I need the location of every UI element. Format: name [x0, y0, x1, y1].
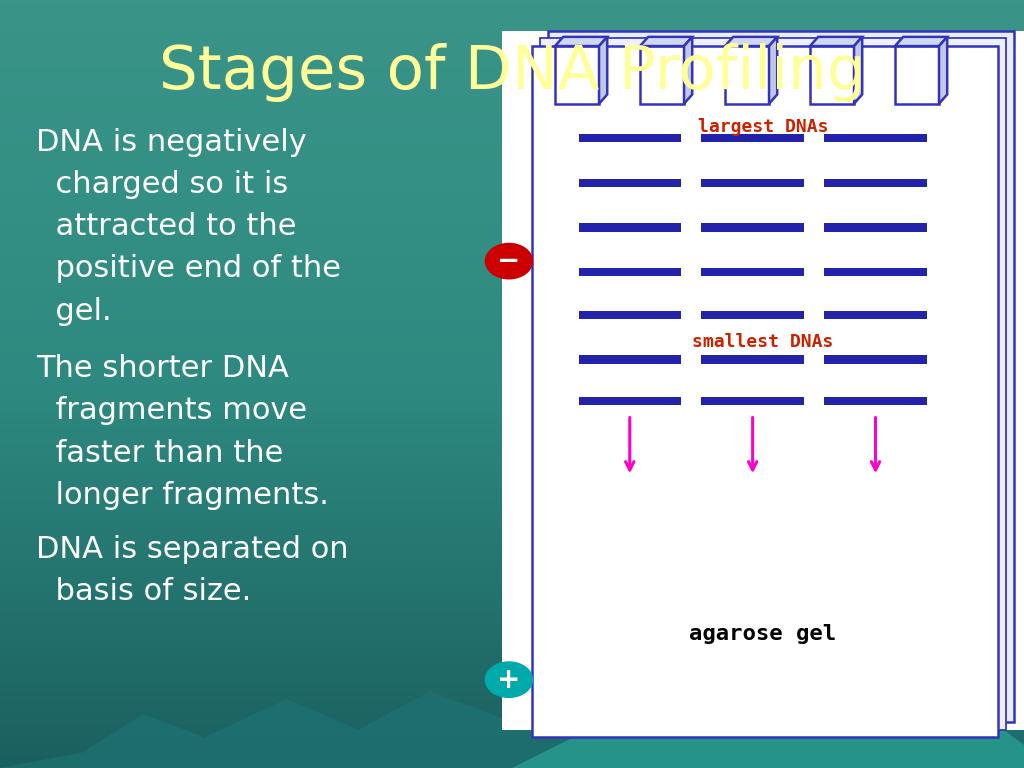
Bar [701, 134, 804, 143]
Bar [701, 397, 804, 406]
Text: Stages of DNA Profiling: Stages of DNA Profiling [159, 44, 865, 102]
Text: charged so it is: charged so it is [36, 170, 288, 199]
Text: gel.: gel. [36, 296, 112, 326]
Bar [701, 223, 804, 232]
Polygon shape [555, 37, 607, 46]
Polygon shape [810, 37, 862, 46]
Bar [579, 223, 681, 232]
Bar [502, 31, 1024, 730]
Bar [725, 46, 769, 104]
Text: fragments move: fragments move [36, 396, 307, 425]
Bar [701, 310, 804, 319]
Circle shape [485, 662, 532, 697]
Polygon shape [854, 37, 862, 104]
Bar [824, 310, 927, 319]
Bar [824, 223, 927, 232]
Bar [548, 31, 1014, 722]
Text: basis of size.: basis of size. [36, 577, 251, 606]
Text: DNA is separated on: DNA is separated on [36, 535, 348, 564]
Text: agarose gel: agarose gel [689, 624, 837, 644]
Bar [810, 46, 854, 104]
Bar [824, 134, 927, 143]
Bar [701, 178, 804, 187]
Bar [579, 134, 681, 143]
Polygon shape [684, 37, 692, 104]
Bar [555, 46, 599, 104]
Bar [701, 355, 804, 363]
Text: longer fragments.: longer fragments. [36, 481, 329, 510]
Polygon shape [725, 37, 777, 46]
Bar [579, 397, 681, 406]
Polygon shape [599, 37, 607, 104]
Polygon shape [769, 37, 777, 104]
Bar [579, 355, 681, 363]
Polygon shape [0, 668, 1024, 768]
Bar [895, 46, 939, 104]
Bar [541, 38, 1006, 730]
Text: positive end of the: positive end of the [36, 254, 341, 283]
Text: −: − [498, 247, 520, 275]
Text: The shorter DNA: The shorter DNA [36, 354, 289, 383]
Bar [824, 355, 927, 363]
Polygon shape [939, 37, 947, 104]
Polygon shape [640, 37, 692, 46]
Bar [701, 267, 804, 276]
Text: largest DNAs: largest DNAs [697, 118, 828, 136]
Text: attracted to the: attracted to the [36, 212, 296, 241]
Polygon shape [512, 668, 1024, 768]
Text: +: + [498, 666, 520, 694]
Bar [579, 178, 681, 187]
Bar [532, 46, 998, 737]
Bar [824, 267, 927, 276]
Bar [640, 46, 684, 104]
Polygon shape [895, 37, 947, 46]
Bar [824, 397, 927, 406]
Text: smallest DNAs: smallest DNAs [692, 333, 834, 351]
Text: DNA is negatively: DNA is negatively [36, 127, 306, 157]
Circle shape [485, 243, 532, 279]
Bar [579, 310, 681, 319]
Text: faster than the: faster than the [36, 439, 284, 468]
Bar [824, 178, 927, 187]
Bar [579, 267, 681, 276]
